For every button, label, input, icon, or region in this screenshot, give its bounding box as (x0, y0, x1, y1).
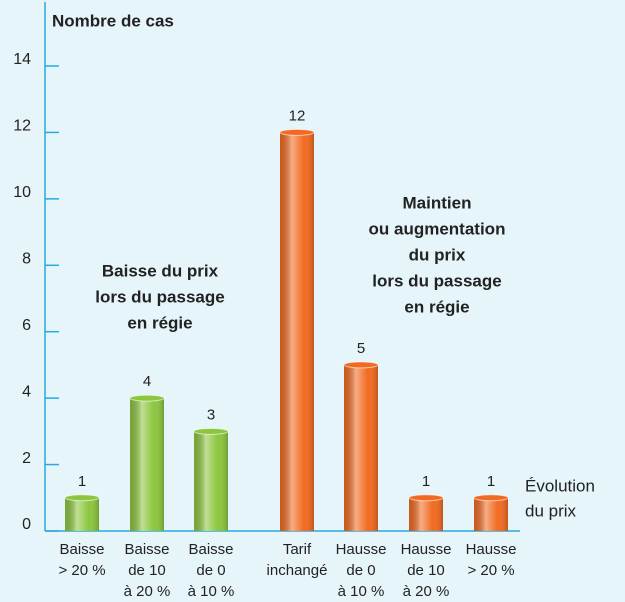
value-label: 1 (422, 473, 430, 490)
y-tick-label: 12 (13, 118, 31, 135)
bar-cap (193, 427, 229, 435)
bar-shade (280, 132, 314, 531)
bar-shade (65, 497, 99, 531)
bar-cap (408, 494, 444, 502)
x-tick-label: à 20 % (403, 583, 450, 600)
x-tick-label: > 20 % (467, 562, 514, 579)
x-tick-label: à 20 % (124, 583, 171, 600)
y-tick-label: 0 (22, 516, 31, 533)
x-tick-label: Tarif (283, 541, 312, 558)
x-tick-label: Hausse (336, 541, 387, 558)
bar-cap (64, 494, 100, 502)
annotation: en régie (404, 297, 469, 316)
annotation: du prix (409, 245, 466, 264)
x-tick-label: de 10 (128, 562, 166, 579)
y-tick-label: 10 (13, 184, 31, 201)
x-tick-label: à 10 % (338, 583, 385, 600)
value-label: 5 (357, 340, 365, 357)
annotation: en régie (127, 313, 192, 332)
y-tick-label: 8 (22, 251, 31, 268)
bar-cap (473, 494, 509, 502)
value-label: 3 (207, 406, 215, 423)
x-tick-label: Hausse (466, 541, 517, 558)
bar-cap (279, 128, 315, 136)
x-tick-label: Baisse (59, 541, 104, 558)
bar-shade (409, 497, 443, 531)
x-tick-label: Hausse (401, 541, 452, 558)
y-axis-label: Nombre de cas (52, 11, 174, 30)
annotation: lors du passage (372, 271, 501, 290)
bar-shade (130, 398, 164, 531)
value-label: 4 (143, 373, 151, 390)
x-tick-label: > 20 % (58, 562, 105, 579)
x-axis-label: du prix (525, 501, 577, 520)
x-axis-label: Évolution (525, 476, 595, 495)
bar-shade (344, 364, 378, 531)
y-tick-label: 6 (22, 317, 31, 334)
y-tick-label: 4 (22, 383, 31, 400)
value-label: 12 (289, 107, 306, 124)
value-label: 1 (78, 473, 86, 490)
x-tick-label: inchangé (267, 562, 328, 579)
x-tick-label: de 10 (407, 562, 445, 579)
bar-shade (474, 497, 508, 531)
value-label: 1 (487, 473, 495, 490)
x-tick-label: de 0 (196, 562, 225, 579)
y-tick-label: 14 (13, 51, 31, 68)
bar-cap (129, 394, 165, 402)
annotation: ou augmentation (369, 219, 506, 238)
x-tick-label: Baisse (188, 541, 233, 558)
annotation: Maintien (403, 193, 472, 212)
bar-cap (343, 361, 379, 369)
x-tick-label: Baisse (124, 541, 169, 558)
annotation: lors du passage (95, 287, 224, 306)
bar-shade (194, 431, 228, 531)
annotation: Baisse du prix (102, 261, 219, 280)
x-tick-label: de 0 (346, 562, 375, 579)
x-tick-label: à 10 % (188, 583, 235, 600)
y-tick-label: 2 (22, 450, 31, 467)
